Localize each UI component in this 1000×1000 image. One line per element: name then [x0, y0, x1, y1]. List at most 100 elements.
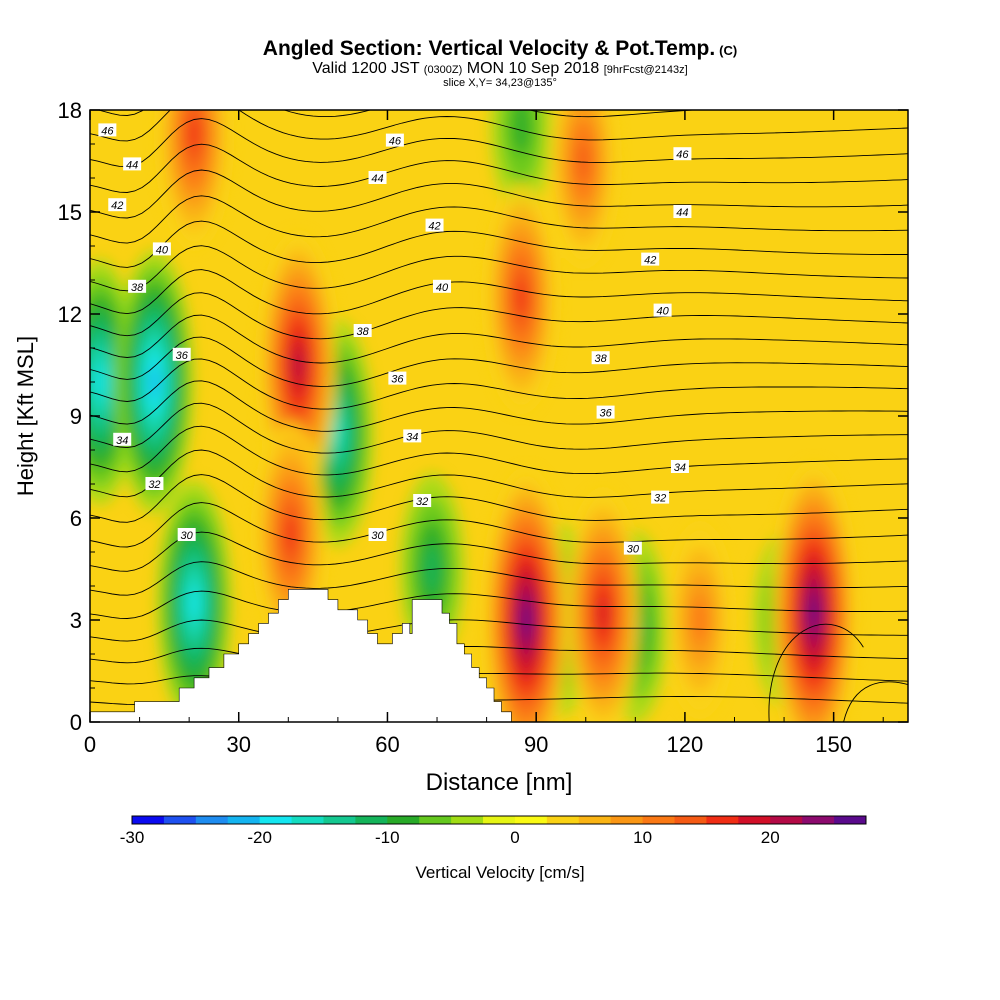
isentrope-line — [90, 619, 908, 642]
isentrope-label-text: 42 — [111, 200, 123, 212]
isentrope-label: 46 — [98, 123, 117, 137]
colorbar: -30 -20 -10 0 10 20 — [120, 815, 867, 847]
isentrope-label-text: 32 — [654, 493, 666, 505]
y-tick-label: 6 — [70, 506, 82, 531]
y-tick-label: 15 — [58, 200, 82, 225]
isentrope-label-text: 34 — [406, 431, 418, 443]
isentrope-line — [90, 143, 908, 193]
isentrope-line — [90, 292, 908, 340]
isentrope-line — [90, 402, 908, 454]
downdraft-core — [115, 250, 194, 514]
isentrope-label: 32 — [145, 477, 164, 491]
colorbar-bin — [259, 816, 292, 824]
isentrope-label-text: 42 — [644, 255, 656, 267]
isentrope-line — [90, 220, 908, 268]
isentrope-label-text: 44 — [126, 159, 138, 171]
y-tick-label: 0 — [70, 710, 82, 735]
x-tick-label: 120 — [667, 732, 704, 757]
isentrope-label-text: 38 — [595, 353, 608, 365]
isentrope-label-text: 30 — [371, 530, 384, 542]
updraft-core — [565, 490, 641, 722]
updraft-core — [549, 110, 618, 266]
colorbar-bin — [738, 816, 771, 824]
downdraft-core — [490, 110, 553, 214]
isentrope-label-text: 32 — [416, 496, 428, 508]
isentrope-label: 34 — [403, 429, 422, 443]
x-tick-label: 30 — [226, 732, 250, 757]
isentrope-line — [768, 623, 864, 722]
colorbar-bin — [802, 816, 835, 824]
colorbar-tick-label: 10 — [633, 828, 652, 847]
isentrope-line — [90, 645, 908, 664]
isentrope-label-text: 36 — [176, 350, 189, 362]
isentrope-label: 40 — [432, 279, 451, 294]
downdraft-core — [156, 480, 232, 722]
colorbar-label: Vertical Velocity [cm/s] — [415, 863, 585, 882]
isentrope-label: 44 — [368, 171, 387, 185]
x-tick-label: 90 — [524, 732, 548, 757]
x-tick-label: 0 — [84, 732, 96, 757]
isentrope-line — [90, 561, 908, 596]
isentrope-label: 46 — [385, 133, 404, 148]
colorbar-bin — [834, 816, 867, 824]
isentrope-line — [843, 681, 908, 722]
x-axis-label: Distance [nm] — [426, 769, 573, 796]
colorbar-bin — [770, 816, 803, 824]
isentrope-label: 34 — [670, 460, 689, 474]
chart-slice-info: slice X,Y= 34,23@135° — [443, 77, 557, 89]
isentrope-label: 38 — [128, 279, 147, 294]
terrain-mask — [90, 589, 512, 722]
isentrope-label: 40 — [152, 242, 171, 256]
colorbar-bin — [706, 816, 739, 824]
isentrope-label-text: 38 — [131, 282, 144, 294]
isentrope-label: 44 — [123, 157, 142, 171]
colorbar-tick-label: -30 — [120, 828, 145, 847]
isentrope-line — [90, 269, 908, 315]
chart-valid-time: Valid 1200 JST (0300Z) MON 10 Sep 2018 [… — [312, 60, 688, 77]
isentrope-label-text: 36 — [599, 408, 612, 420]
isentrope-label: 32 — [413, 494, 432, 508]
colorbar-bin — [451, 816, 484, 824]
isentrope-label-text: 34 — [116, 435, 128, 447]
isentrope-label: 30 — [368, 528, 387, 542]
isentrope-label: 44 — [673, 205, 692, 219]
isentrope-labels: 46 44 42 40 38 36 34 32 30 46 44 42 40 38 36 34 32 30 46 44… — [98, 123, 692, 556]
isentrope-label: 42 — [108, 198, 127, 212]
colorbar-tick-label: 20 — [761, 828, 780, 847]
colorbar-bin — [483, 816, 516, 824]
isentrope-label-text: 46 — [389, 136, 402, 148]
x-tick-label: 150 — [815, 732, 852, 757]
colorbar-bin — [227, 816, 261, 824]
isentrope-label-text: 38 — [357, 326, 370, 338]
isentrope-label-text: 44 — [676, 207, 688, 219]
isentrope-line — [90, 474, 908, 523]
isentrope-line — [90, 531, 908, 572]
y-tick-label: 9 — [70, 404, 82, 429]
isentrope-label: 36 — [388, 371, 407, 386]
colorbar-bin — [610, 816, 644, 824]
isentrope-label-text: 32 — [148, 479, 160, 491]
colorbar-bin — [355, 816, 388, 824]
isentrope-label: 38 — [353, 324, 372, 338]
isentrope-line — [90, 590, 908, 619]
isentrope-line — [90, 314, 908, 364]
isentrope-label: 40 — [653, 303, 672, 318]
colorbar-bin — [419, 816, 452, 824]
isentrope-line — [90, 358, 908, 410]
isentrope-label-text: 40 — [156, 244, 169, 256]
isentrope-label: 36 — [172, 347, 191, 362]
colorbar-tick-label: 0 — [510, 828, 519, 847]
isentrope-label: 34 — [113, 432, 132, 447]
isentrope-label: 38 — [591, 351, 610, 365]
isentrope-label: 30 — [177, 528, 196, 542]
colorbar-frame — [131, 815, 867, 825]
isentrope-label: 46 — [673, 147, 692, 161]
isentrope-label-text: 40 — [656, 306, 669, 318]
isentrope-label: 42 — [425, 218, 444, 233]
isentrope-label: 42 — [641, 252, 660, 267]
isentrope-label-text: 46 — [101, 125, 114, 137]
isentrope-line — [90, 425, 908, 476]
y-tick-label: 12 — [58, 302, 82, 327]
